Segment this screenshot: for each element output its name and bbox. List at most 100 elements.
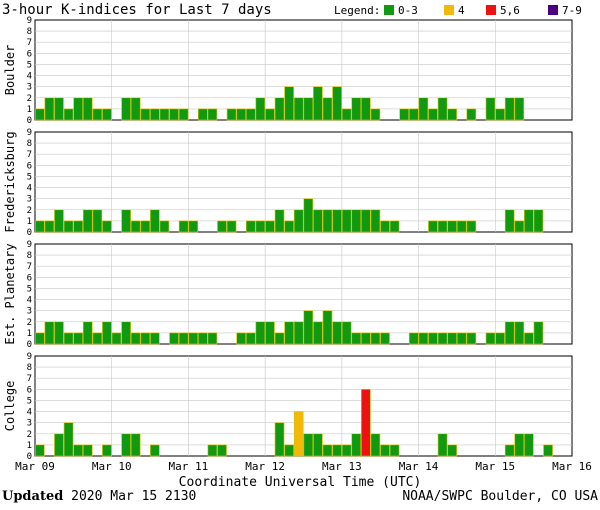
bar	[351, 332, 362, 345]
legend-swatch-2	[486, 5, 496, 15]
bar	[322, 310, 333, 345]
bar	[236, 332, 246, 345]
bar	[121, 433, 131, 457]
bar	[92, 209, 103, 233]
bar	[284, 444, 294, 457]
bar	[313, 433, 323, 457]
bar	[34, 444, 45, 457]
bar	[303, 433, 314, 457]
bar	[437, 220, 448, 233]
bar	[150, 108, 160, 121]
bar	[447, 444, 457, 457]
legend-item-label: 7-9	[562, 4, 582, 17]
bar	[418, 332, 429, 345]
bar	[82, 321, 93, 345]
bar	[178, 332, 189, 345]
y-tick-label: 2	[27, 94, 32, 104]
x-axis-label: Coordinate Universal Time (UTC)	[179, 475, 422, 490]
footer-source: NOAA/SWPC Boulder, CO USA	[402, 489, 598, 504]
bar	[524, 209, 534, 233]
bar	[188, 332, 199, 345]
bar	[130, 332, 141, 345]
bar	[389, 444, 400, 457]
bar	[485, 97, 496, 121]
legend-swatch-3	[548, 5, 558, 15]
bar	[265, 321, 275, 345]
bar	[130, 433, 141, 457]
bar	[44, 220, 55, 233]
bar	[217, 444, 227, 457]
bar	[63, 220, 74, 233]
y-tick-label: 2	[27, 318, 32, 328]
y-tick-label: 6	[27, 161, 32, 171]
y-tick-label: 5	[27, 60, 32, 70]
bar	[524, 332, 534, 345]
bar	[284, 86, 294, 121]
x-tick-label: Mar 11	[169, 460, 209, 473]
bar	[188, 220, 199, 233]
bar	[34, 220, 45, 233]
bar	[370, 108, 381, 121]
bar	[274, 332, 285, 345]
y-tick-label: 4	[27, 408, 32, 418]
bar	[245, 332, 256, 345]
legend-swatch-0	[384, 5, 394, 15]
bar	[102, 108, 112, 121]
bar	[150, 332, 160, 345]
bar	[102, 444, 112, 457]
bar	[504, 321, 515, 345]
bar	[73, 220, 83, 233]
bar	[495, 332, 505, 345]
y-tick-label: 7	[27, 150, 32, 160]
updated-label: Updated	[2, 489, 64, 504]
bar	[169, 332, 179, 345]
bar	[92, 108, 103, 121]
bar	[361, 209, 371, 233]
legend-label: Legend:	[334, 4, 380, 17]
bar	[102, 220, 112, 233]
bar	[322, 209, 333, 233]
bar	[63, 332, 74, 345]
legend-swatch-1	[444, 5, 454, 15]
bar	[418, 97, 429, 121]
station-label: Est. Planetary	[3, 243, 17, 344]
bar	[150, 209, 160, 233]
bar	[447, 332, 457, 345]
bar	[370, 209, 381, 233]
updated-value: 2020 Mar 15 2130	[71, 489, 197, 504]
bar	[245, 108, 256, 121]
bar	[303, 198, 314, 233]
bar	[293, 97, 304, 121]
y-tick-label: 3	[27, 419, 32, 429]
bar	[284, 220, 294, 233]
y-tick-label: 8	[27, 251, 32, 261]
bar	[140, 332, 151, 345]
bar	[303, 310, 314, 345]
bar	[495, 108, 505, 121]
bar	[399, 108, 409, 121]
bar	[456, 332, 467, 345]
bar	[169, 108, 179, 121]
bar	[389, 220, 400, 233]
bar	[198, 108, 208, 121]
bar	[370, 332, 381, 345]
bar	[514, 433, 525, 457]
bar	[466, 220, 477, 233]
bar	[408, 332, 419, 345]
bar	[130, 220, 141, 233]
bar	[150, 444, 160, 457]
bar	[274, 209, 285, 233]
bar	[274, 97, 285, 121]
bar	[341, 209, 352, 233]
chart-panels: 0123456789Boulder0123456789Fredericksbur…	[3, 16, 573, 462]
bar	[341, 321, 352, 345]
bar	[111, 332, 122, 345]
y-tick-label: 6	[27, 385, 32, 395]
bar	[428, 108, 438, 121]
bar	[159, 220, 170, 233]
bar	[533, 209, 544, 233]
bar	[543, 444, 553, 457]
bar	[82, 444, 93, 457]
